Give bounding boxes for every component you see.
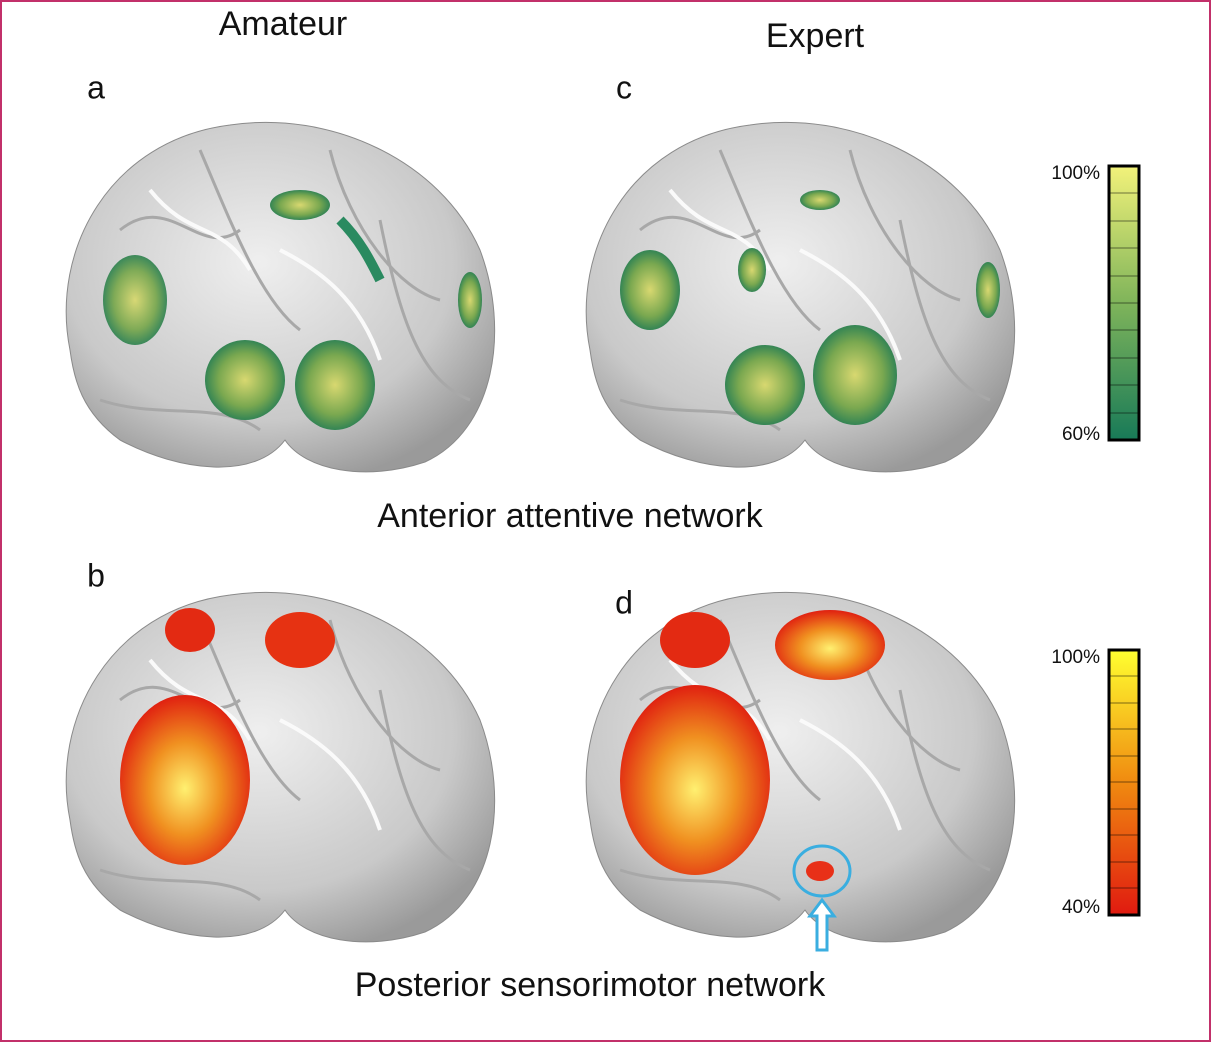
panel-label: c	[616, 69, 632, 105]
panel-label: a	[87, 69, 105, 105]
brain-b	[64, 590, 497, 944]
row-title: Posterior sensorimotor network	[355, 966, 827, 1004]
column-title: Expert	[766, 17, 865, 55]
colorbar-label: 100%	[1051, 163, 1100, 184]
column-title: Amateur	[219, 5, 348, 43]
brain-c	[584, 120, 1017, 474]
colorbar-label: 40%	[1062, 897, 1100, 918]
brain-a	[64, 120, 497, 474]
panel-label: b	[87, 557, 105, 593]
brain-d	[584, 590, 1017, 944]
colorbar: 100% 40%	[1051, 647, 1141, 918]
colorbar-label: 60%	[1062, 424, 1100, 445]
highlight	[792, 844, 852, 952]
panel-label: d	[615, 584, 633, 620]
colorbar-label: 100%	[1051, 647, 1100, 668]
row-title: Anterior attentive network	[377, 497, 764, 535]
colorbar: 100% 60%	[1051, 163, 1141, 445]
